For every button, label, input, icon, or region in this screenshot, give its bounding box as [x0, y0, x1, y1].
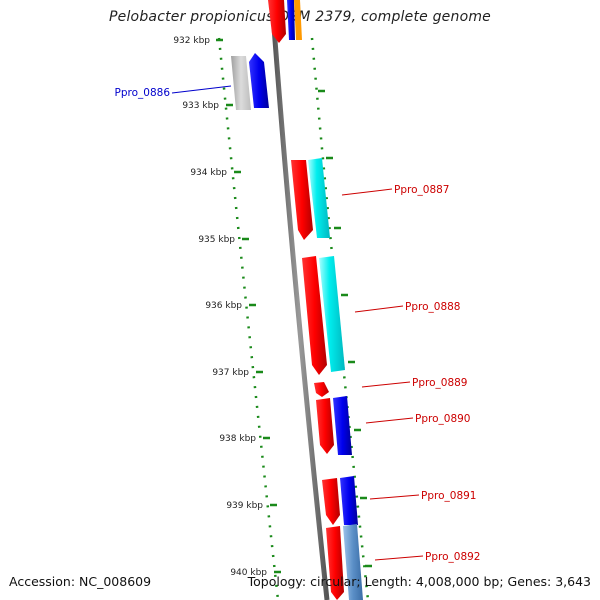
accession-text: Accession: NC_008609: [9, 574, 152, 589]
gene-label-ppro-0888[interactable]: Ppro_0888: [405, 301, 460, 313]
gene-label-ppro-0891[interactable]: Ppro_0891: [421, 490, 476, 502]
ruler-label: 937 kbp: [212, 368, 249, 378]
gene-arrow: [316, 398, 334, 454]
ruler-right-dotted-line: [310, 37, 370, 600]
ruler-label: 935 kbp: [198, 235, 235, 245]
leader-line: [369, 494, 420, 500]
ruler-label: 938 kbp: [219, 434, 256, 444]
gene-label-ppro-0892[interactable]: Ppro_0892: [425, 551, 480, 563]
gene-arrow: [302, 256, 327, 375]
gene-arrow: [314, 382, 329, 397]
leader-line: [171, 85, 232, 94]
leader-line: [374, 555, 424, 561]
genome-backbone: [269, 0, 330, 600]
leader-line: [354, 305, 404, 313]
ruler-label: 940 kbp: [230, 568, 267, 578]
genome-summary-text: Topology: circular; Length: 4,008,000 bp…: [247, 574, 591, 589]
gene-label-ppro-0887[interactable]: Ppro_0887: [394, 184, 449, 196]
gene-arrow: [343, 524, 363, 600]
gene-arrow: [322, 478, 340, 525]
gene-arrow: [294, 0, 302, 40]
gene-arrow: [308, 158, 330, 238]
gene-features: [231, 0, 363, 600]
ruler-left-dotted-line: [217, 37, 280, 600]
gene-arrow: [319, 256, 345, 372]
gene-arrow: [340, 476, 358, 525]
gene-label-ppro-0889[interactable]: Ppro_0889: [412, 377, 467, 389]
gene-arrow: [249, 53, 269, 108]
leader-line: [365, 417, 414, 424]
ruler-label: 939 kbp: [226, 501, 263, 511]
gene-label-ppro-0890[interactable]: Ppro_0890: [415, 413, 470, 425]
gene-arrow: [333, 396, 352, 455]
ruler-label: 934 kbp: [190, 168, 227, 178]
gene-arrow: [287, 0, 295, 40]
ruler-label: 932 kbp: [173, 36, 210, 46]
gene-arrow: [268, 0, 286, 43]
ruler-ticks: [216, 38, 372, 574]
gene-arrow: [326, 526, 344, 600]
ruler-label: 936 kbp: [205, 301, 242, 311]
gene-label-ppro-0886[interactable]: Ppro_0886: [115, 87, 171, 99]
leader-line: [361, 381, 411, 388]
gene-arrow: [231, 56, 251, 110]
gene-arrow: [291, 160, 313, 240]
leader-line: [341, 188, 393, 196]
ruler-label: 933 kbp: [182, 101, 219, 111]
